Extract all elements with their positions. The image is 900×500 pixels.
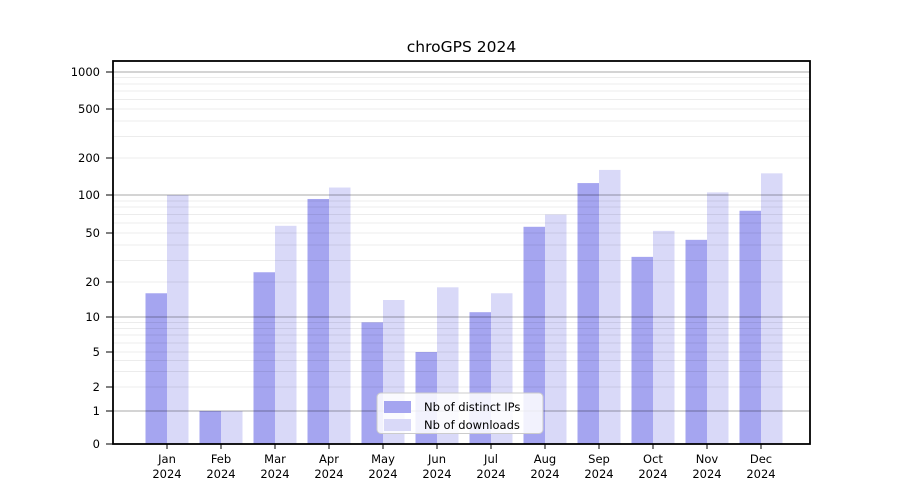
x-tick-label-month: Jul (483, 452, 498, 466)
x-tick-label-month: Dec (750, 452, 772, 466)
x-tick-label-year: 2024 (314, 467, 343, 481)
legend: Nb of distinct IPs Nb of downloads (376, 392, 544, 434)
x-tick-label-year: 2024 (584, 467, 613, 481)
y-tick-label: 0 (93, 437, 100, 451)
x-tick-label-month: Aug (534, 452, 556, 466)
x-tick-label-year: 2024 (530, 467, 559, 481)
x-tick-label-year: 2024 (152, 467, 181, 481)
bar-downloads-aug (545, 214, 567, 444)
y-tick-label: 1 (93, 404, 100, 418)
x-tick-label-month: May (371, 452, 395, 466)
y-tick-label: 100 (78, 188, 100, 202)
x-tick-label-month: Mar (264, 452, 286, 466)
bar-downloads-feb (221, 411, 243, 444)
bar-downloads-nov (707, 192, 729, 444)
x-tick-label-year: 2024 (638, 467, 667, 481)
bar-downloads-apr (329, 187, 351, 444)
x-tick-label-month: Apr (319, 452, 339, 466)
x-tick-label-year: 2024 (746, 467, 775, 481)
x-tick-label-year: 2024 (692, 467, 721, 481)
legend-label-downloads: Nb of downloads (424, 418, 520, 432)
legend-swatch-downloads (384, 419, 411, 431)
legend-swatch-distinct-ips (384, 401, 411, 413)
y-tick-label: 5 (93, 345, 100, 359)
bar-distinct-ips-sep (577, 183, 599, 444)
y-tick-label: 20 (85, 275, 100, 289)
y-tick-label: 10 (85, 310, 100, 324)
x-tick-label-year: 2024 (260, 467, 289, 481)
y-tick-label: 50 (85, 226, 100, 240)
y-tick-label: 200 (78, 151, 100, 165)
x-axis: Jan2024Feb2024Mar2024Apr2024May2024Jun20… (152, 444, 776, 481)
bar-downloads-dec (761, 173, 783, 444)
bar-downloads-oct (653, 230, 675, 444)
legend-box (376, 392, 544, 434)
x-tick-label-month: Jun (427, 452, 446, 466)
x-tick-label-month: Nov (696, 452, 719, 466)
bar-distinct-ips-oct (631, 256, 653, 444)
bar-distinct-ips-dec (739, 210, 761, 444)
bar-downloads-mar (275, 225, 297, 444)
y-tick-label: 2 (93, 380, 100, 394)
x-tick-label-month: Sep (588, 452, 610, 466)
bar-distinct-ips-jan (145, 293, 167, 444)
gridlines-group (113, 71, 810, 412)
x-tick-label-month: Feb (211, 452, 231, 466)
x-tick-label-year: 2024 (206, 467, 235, 481)
bar-distinct-ips-mar (253, 272, 275, 444)
bar-distinct-ips-nov (685, 239, 707, 444)
x-tick-label-year: 2024 (476, 467, 505, 481)
bar-downloads-jan (167, 195, 189, 444)
x-tick-label-month: Jan (157, 452, 176, 466)
x-tick-label-year: 2024 (422, 467, 451, 481)
bar-distinct-ips-aug (523, 226, 545, 444)
chart-title: chroGPS 2024 (407, 38, 516, 56)
x-tick-label-year: 2024 (368, 467, 397, 481)
y-tick-label: 500 (78, 102, 100, 116)
bar-distinct-ips-feb (199, 411, 221, 444)
bar-distinct-ips-apr (307, 198, 329, 444)
x-tick-label-month: Oct (643, 452, 663, 466)
plot-border (112, 60, 811, 445)
bar-downloads-sep (599, 169, 621, 444)
legend-label-distinct-ips: Nb of distinct IPs (424, 400, 520, 414)
y-tick-label: 1000 (71, 65, 100, 79)
